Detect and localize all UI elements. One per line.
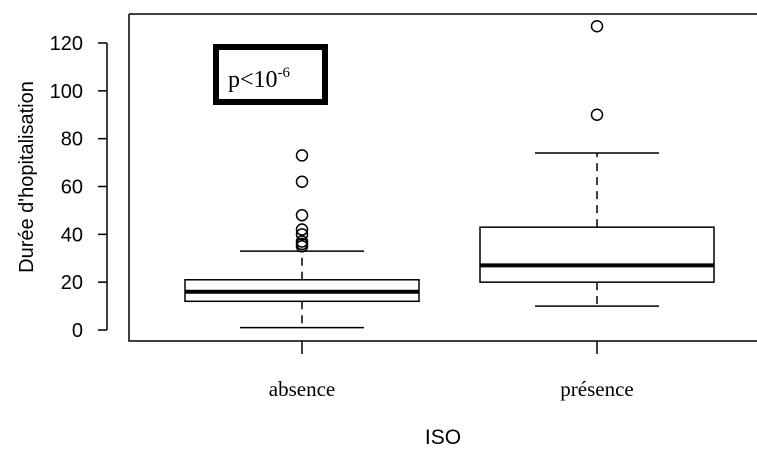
y-tick-label: 60 [61, 177, 83, 199]
annotation-base: p<10 [228, 67, 278, 93]
y-tick-label: 0 [72, 320, 83, 342]
outlier-point [295, 228, 309, 241]
y-ticks: 0 20 40 60 80 100 120 [50, 33, 107, 342]
box-présence [479, 20, 715, 307]
x-tick-label: présence [560, 377, 633, 401]
outlier-point [590, 20, 604, 33]
x-tick-label: absence [269, 377, 335, 401]
box-absence [184, 149, 420, 329]
boxes [184, 20, 715, 329]
outlier-point [295, 175, 309, 188]
y-tick-label: 100 [50, 81, 83, 103]
y-tick-label: 120 [50, 33, 83, 55]
annotation-box [213, 44, 328, 105]
annotation-text: p<10-6 [228, 65, 291, 93]
x-axis-label: ISO [425, 426, 461, 449]
plot-frame [128, 13, 757, 342]
y-axis: 0 20 40 60 80 100 120 [50, 33, 108, 342]
y-tick-label: 20 [61, 272, 83, 294]
annotation-exponent: -6 [278, 65, 291, 81]
outlier-point [295, 235, 309, 248]
x-ticks: absence présence [269, 341, 634, 401]
iqr-box [479, 226, 715, 283]
p-value-annotation: p<10-6 [213, 44, 328, 105]
y-tick-label: 80 [61, 129, 83, 151]
outlier-point [295, 223, 309, 236]
y-tick-label: 40 [61, 224, 83, 246]
outlier-point [295, 208, 309, 222]
x-axis: absence présence [269, 341, 634, 401]
outlier-point [590, 108, 604, 121]
y-axis-label: Durée d'hopitalisation [16, 81, 38, 273]
outlier-point [295, 149, 309, 162]
